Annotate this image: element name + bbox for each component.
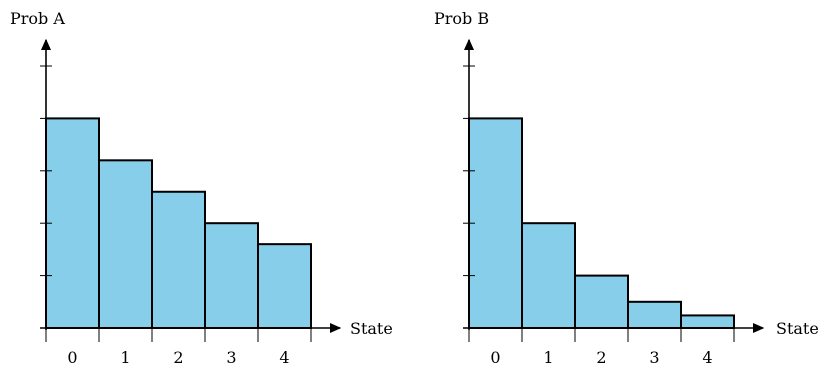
x-tick-label-2: 2 <box>173 348 183 367</box>
bar-state-3 <box>627 300 682 329</box>
bar-state-2 <box>574 274 629 330</box>
x-tick-label-4: 4 <box>702 348 712 367</box>
bar-state-0 <box>468 117 523 330</box>
x-axis-title: State <box>776 319 819 338</box>
x-tick-label-1: 1 <box>543 348 553 367</box>
bar-state-1 <box>98 159 153 329</box>
panel-prob-a: Prob A State 0 1 2 3 4 <box>10 9 393 367</box>
y-axis-title: Prob A <box>10 9 65 28</box>
x-tick-label-0: 0 <box>490 348 500 367</box>
bar-state-0 <box>45 117 100 330</box>
x-tick-label-2: 2 <box>596 348 606 367</box>
bar-state-2 <box>151 190 206 329</box>
x-tick-label-1: 1 <box>120 348 130 367</box>
y-axis-title: Prob B <box>434 9 489 28</box>
x-tick-label-3: 3 <box>649 348 659 367</box>
panel-prob-b: Prob B State 0 1 2 3 4 <box>434 9 819 367</box>
bar-state-1 <box>521 222 576 329</box>
bar-state-4 <box>680 314 735 330</box>
x-axis-title: State <box>350 319 393 338</box>
bar-state-3 <box>204 222 259 329</box>
x-tick-label-0: 0 <box>67 348 77 367</box>
x-tick-label-3: 3 <box>226 348 236 367</box>
x-tick-label-4: 4 <box>279 348 289 367</box>
bar-state-4 <box>257 243 312 329</box>
